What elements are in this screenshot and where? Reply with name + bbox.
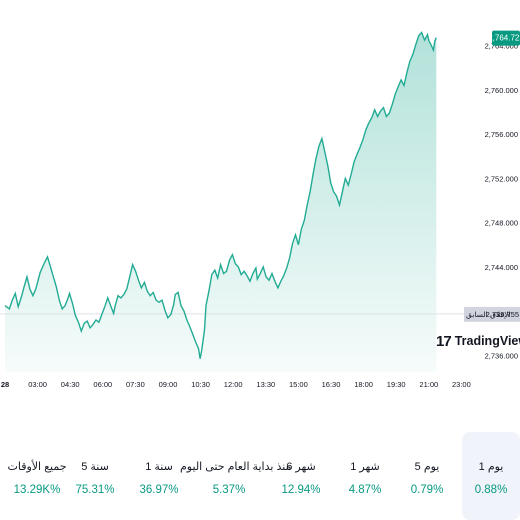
perf-label: 1 سنة [145,461,173,473]
perf-label: 5 سنة [81,461,109,473]
y-tick-label: 2,744.000 [485,263,518,272]
perf-tab-6-month[interactable]: 6 شهر 12.94% [272,432,330,520]
perf-label: 5 يوم [414,461,440,473]
perf-tab-ytd[interactable]: منذ بداية العام حتى اليوم 5.37% [180,432,291,520]
perf-tab-5-year[interactable]: 5 سنة 75.31% [66,432,124,520]
tradingview-logo[interactable]: 17 TradingView [436,330,520,352]
x-tick-label: 28 [1,380,9,389]
perf-value: 75.31% [75,484,115,496]
perf-label: 6 شهر [286,461,316,473]
x-tick-label: 13:30 [256,380,275,389]
x-tick-label: 18:00 [354,380,373,389]
tradingview-wordmark: TradingView [454,334,520,348]
perf-tab-all-time[interactable]: جميع الأوقات 13.29K% [8,432,67,520]
last-price-tag: 2,764.722 [488,30,520,46]
x-tick-label: 09:00 [159,380,178,389]
perf-value: 36.97% [139,484,179,496]
x-tick-label: 23:00 [452,380,471,389]
x-tick-label: 04:30 [61,380,80,389]
price-chart[interactable]: 2,736.0002,740.0002,744.0002,748.0002,75… [0,0,520,400]
x-tick-label: 16:30 [322,380,341,389]
perf-value: 0.88% [474,484,508,496]
x-tick-label: 12:00 [224,380,243,389]
last-price-label: 2,764.722 [488,34,520,43]
previous-close-value: 2,739.755 [486,310,519,319]
perf-tab-1-year[interactable]: 1 سنة 36.97% [130,432,188,520]
perf-tab-1-day[interactable]: 1 يوم 0.88% [462,432,520,520]
x-tick-label: 07:30 [126,380,145,389]
perf-value: 0.79% [410,484,444,496]
perf-value: 13.29K% [13,484,61,496]
perf-label: 1 يوم [478,461,504,473]
perf-label: منذ بداية العام حتى اليوم [180,461,292,473]
previous-close-tag: الإغلاق السابق 2,739.755 [464,306,520,322]
x-tick-label: 10:30 [191,380,210,389]
price-area [5,32,437,373]
y-tick-label: 2,756.000 [485,130,518,139]
tradingview-mark-icon: 17 [436,332,452,350]
x-tick-label: 03:00 [28,380,47,389]
perf-tab-5-day[interactable]: 5 يوم 0.79% [398,432,456,520]
performance-bar: 1 يوم 0.88% 5 يوم 0.79% 1 شهر 4.87% 6 شه… [0,432,520,520]
x-tick-label: 15:00 [289,380,308,389]
y-tick-label: 2,736.000 [485,351,518,360]
x-tick-label: 19:30 [387,380,406,389]
perf-value: 12.94% [281,484,321,496]
x-tick-label: 21:00 [419,380,438,389]
perf-tab-1-month[interactable]: 1 شهر 4.87% [336,432,394,520]
perf-label: جميع الأوقات [7,461,67,473]
perf-label: 1 شهر [350,461,380,473]
y-tick-label: 2,764.000 [485,42,518,51]
y-tick-label: 2,760.000 [485,86,518,95]
perf-value: 5.37% [212,484,246,496]
perf-value: 4.87% [348,484,382,496]
y-tick-label: 2,752.000 [485,174,518,183]
y-tick-label: 2,748.000 [485,219,518,228]
x-tick-label: 06:00 [93,380,112,389]
price-line [4,31,437,359]
previous-close-label: الإغلاق السابق [466,310,511,319]
